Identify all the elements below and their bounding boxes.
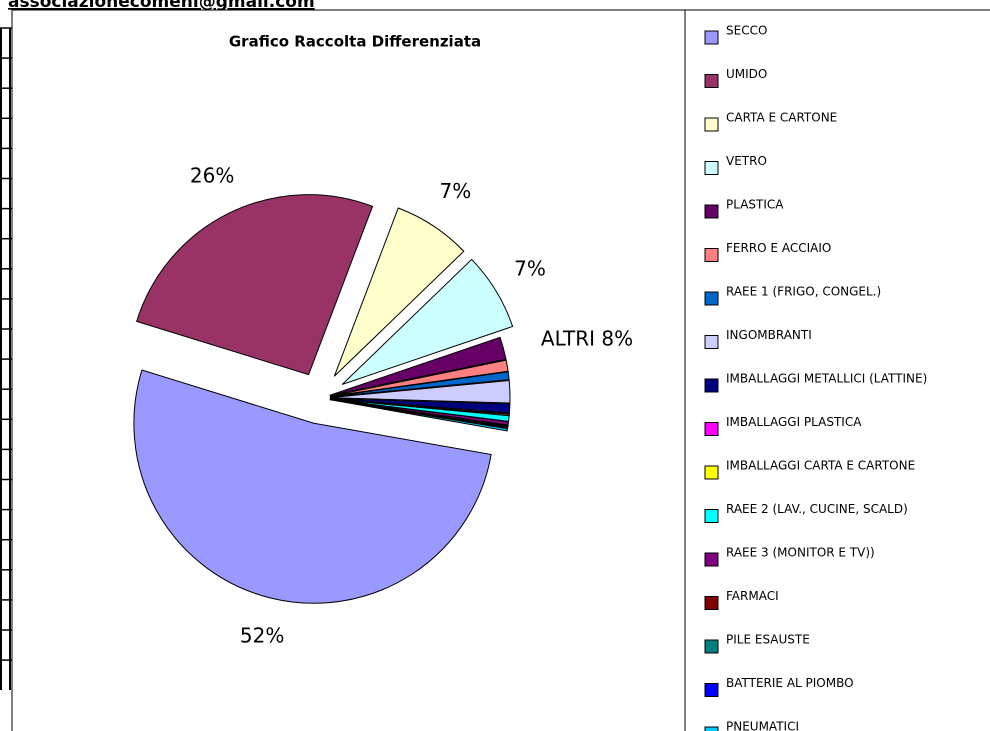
spreadsheet-rows — [0, 27, 12, 690]
legend-label: RAEE 3 (MONITOR E TV)) — [726, 546, 875, 560]
chart-title: Grafico Raccolta Differenziata — [229, 33, 481, 51]
pie-slice — [333, 207, 465, 377]
data-label: 7% — [514, 256, 546, 280]
legend-swatch — [704, 596, 719, 610]
legend-label: CARTA E CARTONE — [726, 111, 837, 125]
legend-label: IMBALLAGGI CARTA E CARTONE — [726, 459, 915, 473]
data-label: 52% — [240, 624, 284, 648]
pie-slice — [341, 258, 514, 385]
pie-slice — [329, 379, 511, 404]
pie-slice — [329, 336, 507, 396]
legend-box — [684, 9, 990, 731]
legend-label: PILE ESAUSTE — [726, 633, 810, 647]
legend-label: VETRO — [726, 154, 767, 168]
legend-label: INGOMBRANTI — [726, 328, 812, 342]
pie-slice — [133, 369, 492, 604]
legend-swatch — [704, 552, 719, 567]
legend-swatch — [704, 204, 719, 219]
legend-swatch — [704, 74, 719, 88]
legend-swatch — [704, 30, 719, 45]
pie-slice — [136, 194, 374, 376]
legend-swatch — [704, 291, 719, 306]
legend-swatch — [704, 509, 719, 523]
legend-swatch — [704, 117, 719, 132]
pie-slice — [329, 399, 509, 432]
legend-label: IMBALLAGGI METALLICI (LATTINE) — [726, 372, 927, 386]
legend-label: RAEE 1 (FRIGO, CONGEL.) — [726, 285, 881, 299]
legend-swatch — [704, 378, 719, 393]
pie-slice — [329, 371, 510, 398]
pie-slice — [329, 359, 509, 397]
legend-label: UMIDO — [726, 67, 767, 81]
data-label: 7% — [440, 179, 472, 203]
legend-label: BATTERIE AL PIOMBO — [726, 676, 854, 690]
legend-label: PNEUMATICI — [726, 720, 799, 731]
legend-label: PLASTICA — [726, 198, 784, 212]
legend-swatch — [704, 422, 719, 436]
legend-swatch — [704, 161, 719, 175]
header-text: associazionecomeni@gmail.com — [8, 0, 315, 12]
data-label: 26% — [190, 163, 234, 187]
legend-swatch — [704, 683, 719, 697]
legend-swatch — [704, 639, 719, 654]
legend-swatch — [704, 335, 719, 349]
legend-label: FARMACI — [726, 589, 779, 603]
legend-swatch — [704, 726, 719, 731]
legend-label: SECCO — [726, 24, 767, 38]
legend-swatch — [704, 465, 719, 480]
legend-label: RAEE 2 (LAV., CUCINE, SCALD) — [726, 502, 908, 516]
legend-label: FERRO E ACCIAIO — [726, 241, 831, 255]
legend-swatch — [704, 248, 719, 262]
legend-label: IMBALLAGGI PLASTICA — [726, 415, 862, 429]
annotation: ALTRI 8% — [541, 327, 633, 351]
